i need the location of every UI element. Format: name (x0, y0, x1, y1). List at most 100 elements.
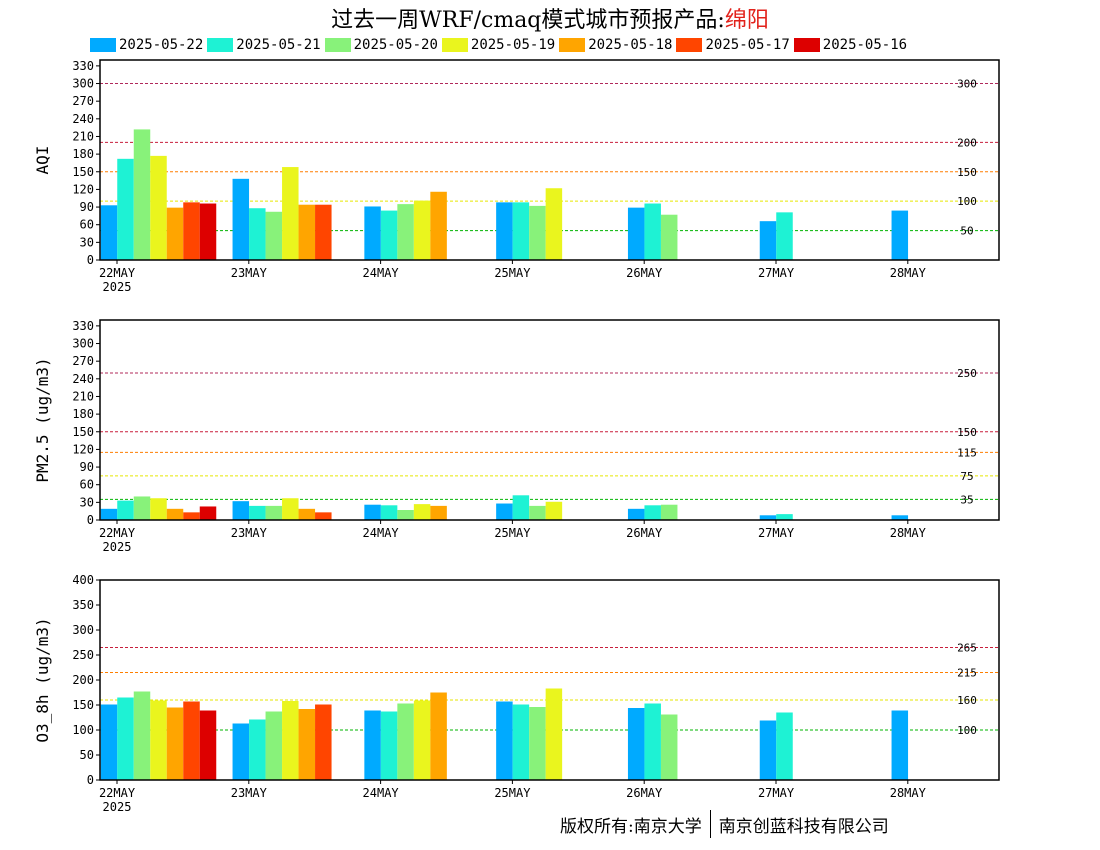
bar (364, 710, 381, 780)
bar (364, 504, 381, 520)
x-tick-label: 23MAY (231, 266, 268, 280)
x-tick-label: 27MAY (758, 266, 795, 280)
bar (282, 701, 299, 780)
legend-swatch (324, 38, 351, 52)
bar (100, 205, 118, 260)
legend-item: 2025-05-19 (441, 36, 556, 54)
legend-item: 2025-05-17 (676, 36, 790, 54)
y-axis-label: PM2.5 (ug/m3) (33, 357, 52, 482)
bar (413, 200, 431, 260)
bar (117, 500, 134, 520)
bar (183, 701, 200, 780)
y-tick-label: 150 (72, 425, 94, 439)
legend-label: 2025-05-20 (353, 37, 438, 53)
y-tick-label: 100 (72, 723, 94, 737)
bar (298, 508, 316, 520)
bar (545, 501, 563, 520)
reference-line-label: 75 (960, 470, 973, 483)
y-tick-label: 300 (72, 337, 94, 351)
y-tick-label: 270 (72, 94, 94, 108)
x-tick-label: 24MAY (363, 786, 400, 800)
bar (265, 505, 283, 520)
legend-item: 2025-05-16 (793, 36, 908, 54)
bar (282, 498, 299, 520)
bar (496, 701, 513, 780)
bar (529, 707, 546, 780)
bar (364, 206, 381, 260)
y-tick-label: 0 (87, 513, 94, 527)
bar (380, 210, 398, 260)
reference-line-label: 160 (957, 694, 977, 707)
legend-item: 2025-05-18 (559, 36, 672, 54)
y-tick-label: 50 (80, 748, 94, 762)
bar (627, 508, 645, 520)
bar (166, 508, 184, 520)
y-tick-label: 200 (72, 673, 94, 687)
bar (759, 515, 777, 520)
bar (199, 710, 217, 780)
legend-label: 2025-05-19 (470, 37, 556, 53)
bar (430, 692, 447, 780)
legend-label: 2025-05-22 (119, 37, 204, 53)
bar (430, 505, 447, 520)
y-tick-label: 120 (72, 182, 94, 196)
x-tick-label: 26MAY (626, 526, 663, 540)
x-tick-label: 25MAY (494, 786, 531, 800)
reference-line-label: 265 (957, 642, 977, 655)
plot-frame (99, 59, 1000, 261)
y-tick-label: 270 (72, 354, 94, 368)
y-tick-label: 90 (80, 200, 94, 214)
y-tick-label: 60 (80, 478, 94, 492)
bar (315, 704, 332, 780)
bar (496, 503, 513, 520)
bar (512, 202, 530, 260)
x-tick-label: 26MAY (626, 786, 663, 800)
bar (249, 719, 266, 780)
bar (282, 167, 299, 260)
bar (199, 506, 217, 520)
bar (545, 688, 563, 780)
x-tick-label: 23MAY (231, 786, 268, 800)
y-tick-label: 120 (72, 442, 94, 456)
reference-line-label: 300 (957, 78, 977, 91)
x-tick-label: 27MAY (758, 786, 795, 800)
chart-panel: 300 200 150 100 50 0 30 60 90 120 150 180 210 240 270 3… (33, 59, 1000, 294)
bar (315, 204, 332, 260)
bar (315, 512, 332, 520)
x-tick-label: 26MAY (626, 266, 663, 280)
bar (232, 501, 250, 520)
bar (529, 505, 546, 520)
footer-separator (709, 810, 711, 838)
bar (249, 505, 266, 520)
bar (133, 496, 151, 520)
bar (133, 129, 151, 260)
bar (397, 204, 414, 260)
bar (776, 712, 793, 780)
bar (380, 711, 398, 780)
legend-item: 2025-05-21 (207, 36, 321, 54)
bar (380, 505, 398, 520)
bar (265, 711, 283, 780)
legend-swatch (441, 38, 468, 52)
bar (660, 714, 678, 780)
reference-line-label: 100 (957, 195, 977, 208)
reference-line-label: 250 (957, 367, 977, 380)
bar (496, 202, 513, 260)
bar (150, 498, 167, 520)
bar (232, 178, 250, 260)
reference-line-label: 100 (957, 724, 977, 737)
bar (183, 512, 200, 520)
plot-frame (99, 319, 1000, 521)
title-prefix: 过去一周WRF/cmaq模式城市预报产品: (331, 8, 725, 33)
bar (644, 203, 661, 260)
x-year-label: 2025 (103, 800, 132, 814)
footer-company: 南京创蓝科技有限公司 (718, 816, 889, 837)
y-tick-label: 250 (72, 648, 94, 662)
bar (759, 221, 777, 260)
y-tick-label: 180 (72, 407, 94, 421)
bar (199, 203, 217, 260)
bar (298, 709, 316, 780)
reference-line-label: 115 (957, 446, 977, 459)
legend-label: 2025-05-16 (822, 37, 908, 53)
